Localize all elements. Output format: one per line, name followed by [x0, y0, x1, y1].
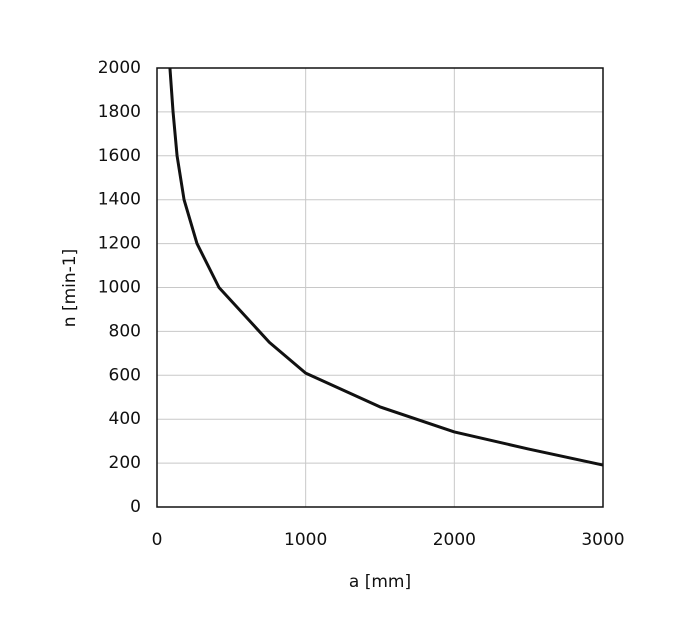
y-tick-label: 600	[109, 365, 141, 385]
y-tick-label: 800	[109, 321, 141, 341]
y-axis-label: n [min-1]	[60, 249, 80, 327]
y-tick-label: 1600	[98, 146, 141, 166]
y-tick-label: 1200	[98, 234, 141, 254]
x-axis-label: a [mm]	[349, 572, 411, 592]
y-tick-label: 400	[109, 409, 141, 429]
y-tick-label: 2000	[98, 58, 141, 78]
x-tick-label: 3000	[581, 530, 624, 550]
y-tick-label: 1800	[98, 102, 141, 122]
y-tick-label: 0	[130, 497, 141, 517]
y-tick-label: 200	[109, 453, 141, 473]
x-tick-label: 1000	[284, 530, 327, 550]
x-tick-label: 0	[152, 530, 163, 550]
y-tick-label: 1400	[98, 190, 141, 210]
x-tick-label: 2000	[433, 530, 476, 550]
y-tick-label: 1000	[98, 278, 141, 298]
plot-frame	[156, 67, 604, 508]
line-series	[168, 67, 604, 467]
